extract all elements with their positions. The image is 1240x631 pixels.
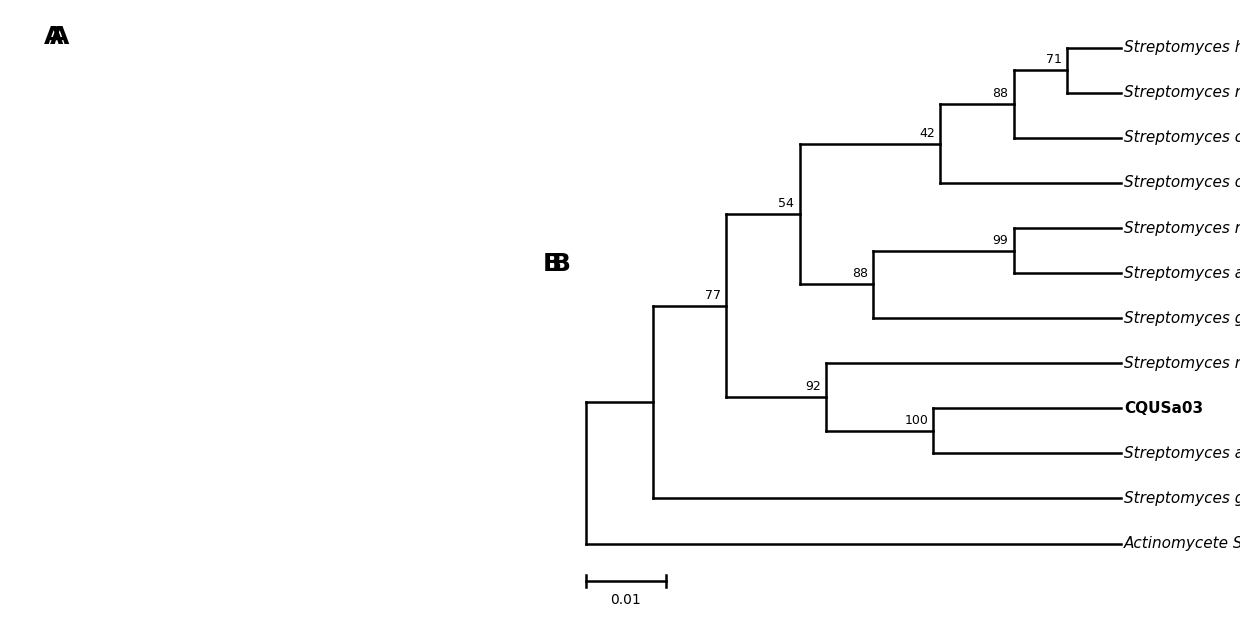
Text: 77: 77 [704,288,720,302]
Text: 42: 42 [919,127,935,139]
Text: A: A [43,25,63,49]
Text: CQUSa03: CQUSa03 [1123,401,1203,416]
Text: Streptomyces rapamycinicus: Streptomyces rapamycinicus [1123,356,1240,371]
Text: B: B [552,252,570,276]
Text: Streptomyces corchorusii: Streptomyces corchorusii [1123,131,1240,145]
Text: Streptomyces hygroscopicus: Streptomyces hygroscopicus [1123,40,1240,56]
Text: Actinomycete Spp.: Actinomycete Spp. [1123,536,1240,551]
Text: B: B [543,252,562,276]
Text: Streptomyces griseorubens: Streptomyces griseorubens [1123,491,1240,506]
Text: 71: 71 [1045,54,1061,66]
Text: 88: 88 [852,268,868,280]
Text: 54: 54 [779,197,795,210]
Text: 100: 100 [904,414,928,427]
Text: 0.01: 0.01 [610,593,641,607]
Text: 99: 99 [992,233,1008,247]
Text: 92: 92 [805,380,821,393]
Text: Streptomyces rishiriensis: Streptomyces rishiriensis [1123,221,1240,235]
Text: Streptomyces griseus: Streptomyces griseus [1123,310,1240,326]
Text: Streptomyces angustmyceticus: Streptomyces angustmyceticus [1123,446,1240,461]
Text: Streptomyces ossamyceticus: Streptomyces ossamyceticus [1123,175,1240,191]
Text: A: A [50,25,69,49]
Text: Streptomyces roseogriseus: Streptomyces roseogriseus [1123,85,1240,100]
Text: Streptomyces achromogenes: Streptomyces achromogenes [1123,266,1240,281]
Text: 88: 88 [992,87,1008,100]
